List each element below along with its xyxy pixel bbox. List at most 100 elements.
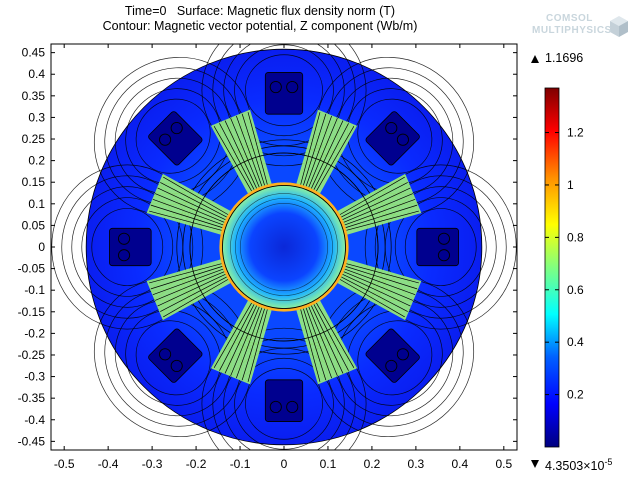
y-tick-label: 0.35 bbox=[22, 89, 46, 103]
tooth-field-line bbox=[224, 120, 257, 189]
rotor-contour bbox=[240, 203, 328, 291]
x-tick-label: -0.5 bbox=[54, 457, 75, 471]
tooth-field-line bbox=[230, 306, 260, 377]
flux-contour-line bbox=[125, 309, 222, 406]
stator-slot bbox=[148, 328, 203, 383]
tooth-field-line bbox=[341, 182, 408, 218]
y-tick-label: -0.4 bbox=[24, 413, 45, 427]
tooth-field-line bbox=[345, 266, 418, 290]
tooth-field-line bbox=[305, 307, 333, 379]
winding-conductor bbox=[437, 232, 451, 245]
tooth-field-line bbox=[300, 112, 321, 185]
tooth-field-line bbox=[150, 204, 223, 228]
tooth-field-line bbox=[344, 198, 416, 226]
plot-title-time-surface: Time=0 Surface: Magnetic flux density no… bbox=[0, 4, 520, 18]
tooth-field-line bbox=[163, 279, 229, 318]
winding-conductor bbox=[269, 400, 282, 414]
flux-contour-line bbox=[245, 367, 323, 440]
stator-tooth bbox=[210, 300, 272, 385]
y-tick-label: -0.15 bbox=[18, 305, 46, 319]
tooth-field-line bbox=[160, 276, 227, 312]
flux-contour-line bbox=[357, 320, 433, 396]
tooth-field-line bbox=[154, 271, 225, 301]
tooth-field-line bbox=[345, 204, 418, 228]
slot-body bbox=[148, 328, 203, 383]
flux-contour-line bbox=[201, 327, 367, 450]
logo-text-line1: COMSOL bbox=[546, 13, 593, 24]
stator-slot bbox=[264, 72, 304, 115]
flux-contour-line bbox=[315, 56, 475, 216]
tooth-field-line bbox=[316, 126, 355, 192]
tooth-field-line bbox=[163, 176, 229, 215]
colorbar-max-label: 1.1696 bbox=[545, 51, 584, 65]
tooth-field-line bbox=[152, 198, 224, 226]
y-tick-label: 0.25 bbox=[22, 132, 46, 146]
colorbar-tick-label: 0.4 bbox=[567, 335, 584, 349]
x-tick-label: 0.2 bbox=[364, 457, 381, 471]
tooth-field-line bbox=[339, 279, 405, 318]
tooth-field-line bbox=[303, 113, 327, 186]
motor-geometry bbox=[51, 44, 517, 450]
stator-slot bbox=[416, 227, 459, 267]
tooth-field-line bbox=[343, 271, 414, 301]
rotor-contour bbox=[230, 193, 338, 301]
logo-cube-icon bbox=[610, 16, 628, 37]
tooth-field-line bbox=[160, 182, 227, 218]
flux-contour-line bbox=[81, 197, 174, 297]
max-triangle-icon bbox=[531, 55, 539, 63]
y-tick-label: 0.4 bbox=[28, 67, 45, 81]
colorbar-ticks: 1.2 1 0.8 0.6 0.4 0.2 bbox=[545, 126, 584, 402]
tooth-field-line bbox=[303, 308, 327, 381]
y-axis: 0.45 0.4 0.35 0.3 0.25 0.2 0.15 0.1 0.05 0 -0.05 -0… bbox=[18, 46, 517, 448]
x-tick-label: 0.1 bbox=[320, 457, 337, 471]
y-tick-label: 0.45 bbox=[22, 46, 46, 60]
stator-teeth bbox=[146, 109, 422, 385]
colorbar-tick-label: 1.2 bbox=[567, 126, 584, 140]
slot-body bbox=[264, 72, 304, 115]
tooth-field-line bbox=[346, 263, 419, 284]
tooth-field-line bbox=[150, 266, 223, 290]
flux-contour-line bbox=[394, 197, 487, 297]
colorbar-min-label: 4.3503×10-5 bbox=[545, 457, 612, 473]
winding-conductor bbox=[396, 133, 409, 146]
y-tick-label: -0.25 bbox=[18, 348, 46, 362]
x-tick-label: 0 bbox=[281, 457, 288, 471]
x-tick-label: -0.4 bbox=[98, 457, 119, 471]
tooth-field-line bbox=[311, 305, 344, 374]
tooth-field-line bbox=[341, 276, 408, 312]
tooth-field-line bbox=[308, 306, 338, 377]
tooth-field-line bbox=[247, 112, 268, 185]
logo-text-line2: MULTIPHYSICS bbox=[532, 25, 612, 36]
colorbar-tick-label: 1 bbox=[567, 178, 574, 192]
tooth-field-line bbox=[157, 274, 226, 307]
stator-slots bbox=[109, 72, 459, 422]
tooth-field-line bbox=[305, 115, 333, 187]
winding-conductor bbox=[286, 400, 299, 414]
flux-contour-ring bbox=[182, 145, 386, 349]
stator-slot bbox=[264, 379, 304, 422]
tooth-field-line bbox=[149, 263, 222, 284]
tooth-field-line bbox=[342, 187, 411, 220]
flux-contour-line bbox=[315, 278, 475, 438]
tooth-field-line bbox=[346, 210, 419, 231]
colorbar-tick-label: 0.6 bbox=[567, 283, 584, 297]
flux-contour-line bbox=[104, 67, 242, 205]
stator-tooth bbox=[146, 259, 231, 321]
colorbar-tick-label: 0.2 bbox=[567, 388, 584, 402]
min-triangle-icon bbox=[531, 460, 539, 468]
flux-contour-line bbox=[245, 54, 323, 127]
flux-contour-line bbox=[201, 44, 367, 167]
slot-body bbox=[416, 227, 459, 267]
rotor-contour bbox=[235, 198, 333, 296]
slot-body bbox=[365, 328, 420, 383]
y-tick-label: 0.05 bbox=[22, 218, 46, 232]
x-tick-label: 0.3 bbox=[408, 457, 425, 471]
slot-body bbox=[148, 111, 203, 166]
surface-label: Surface: Magnetic flux density norm (T) bbox=[176, 4, 396, 18]
tooth-field-line bbox=[154, 193, 225, 223]
y-tick-label: -0.2 bbox=[24, 326, 45, 340]
tooth-field-line bbox=[247, 309, 268, 382]
flux-contour-line bbox=[357, 98, 433, 174]
flux-contour-line bbox=[135, 320, 211, 396]
y-tick-label: 0.2 bbox=[28, 154, 45, 168]
